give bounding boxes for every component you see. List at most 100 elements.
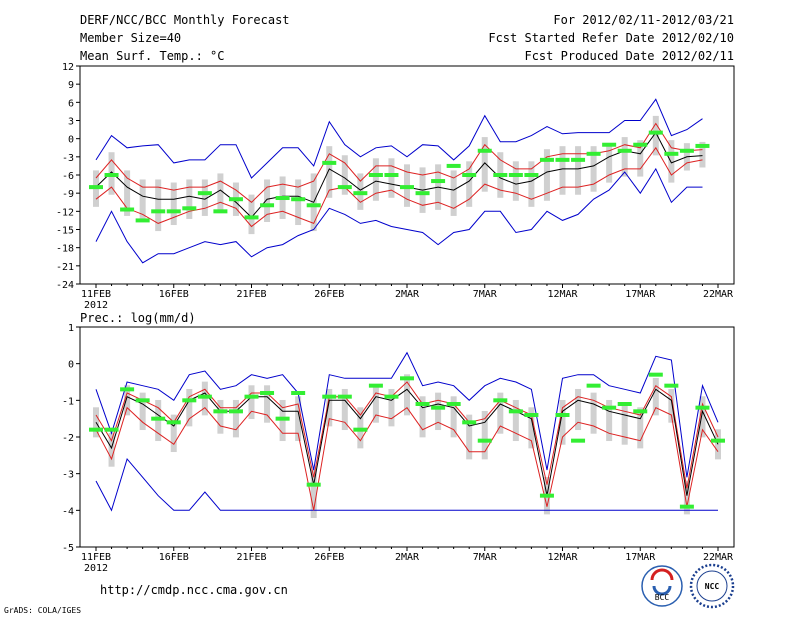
chart-title: DERF/NCC/BCC Monthly Forecast — [80, 13, 290, 27]
precip-mean-marker-2 — [120, 387, 135, 392]
temp-x-tick-label: 21FEB — [236, 289, 266, 300]
precip-panel-title: Prec.: log(mm/d) — [80, 311, 196, 325]
precip-mean-marker-17 — [353, 427, 368, 432]
precip-y-tick-label: -2 — [62, 433, 74, 444]
temp-mean-marker-8 — [213, 209, 228, 214]
temp-max-line — [95, 98, 703, 179]
precip-box-14 — [310, 469, 317, 519]
temperature-y-axis: -24 -21 -18 -15 -12 -9 -6 -3 0 3 6 9 12 — [56, 62, 80, 291]
temp-x-tick-label: 11FEB — [81, 289, 111, 300]
temp-mean-marker-24 — [462, 173, 477, 177]
temp-q-upper-line — [95, 122, 703, 203]
precip-min-line — [95, 457, 718, 512]
precip-box-15 — [326, 388, 333, 427]
produced-date: Fcst Produced Date 2012/02/11 — [524, 49, 734, 63]
temp-box-18 — [372, 158, 379, 201]
temp-mean-marker-28 — [524, 173, 539, 177]
precip-box-26 — [497, 392, 504, 434]
precip-box-32 — [590, 392, 597, 434]
member-size-label: Member Size=40 — [80, 31, 181, 45]
precip-mean-marker-23 — [446, 402, 461, 406]
temp-box-4 — [155, 179, 162, 232]
temp-box-31 — [575, 146, 582, 195]
precip-y-tick-label: -5 — [62, 543, 74, 554]
temp-x-tick-label: 17MAR — [625, 289, 656, 300]
temp-box-15 — [326, 146, 333, 198]
temp-y-tick-label: 6 — [68, 98, 74, 109]
bcc-logo: BCC — [641, 565, 683, 607]
temp-box-19 — [388, 158, 395, 198]
temp-min-line — [95, 167, 703, 264]
temp-box-8 — [217, 173, 224, 210]
precip-box-20 — [404, 374, 410, 416]
precip-box-28 — [528, 407, 535, 449]
temp-median-line — [95, 131, 703, 219]
precip-x-tick-label: 11FEB — [81, 552, 111, 563]
temp-box-27 — [512, 161, 519, 201]
precip-mean-marker-4 — [151, 416, 166, 421]
precip-mean-marker-37 — [664, 383, 679, 388]
temp-mean-marker-2 — [120, 207, 135, 212]
precip-mean-marker-5 — [166, 420, 181, 425]
temp-y-tick-label: -3 — [62, 153, 74, 164]
precip-x-tick-label: 21FEB — [236, 552, 266, 563]
precip-mean-marker-28 — [524, 413, 539, 417]
precip-x-tick-label: 2MAR — [395, 552, 420, 563]
temperature-marks — [89, 98, 710, 264]
precip-x-tick-label: 16FEB — [159, 552, 189, 563]
precip-mean-marker-22 — [431, 405, 446, 410]
precip-y-axis: -5 -4 -3 -2 -1 0 1 — [62, 323, 80, 554]
precip-box-21 — [419, 396, 426, 438]
temp-mean-marker-27 — [508, 173, 523, 177]
precip-mean-marker-19 — [384, 394, 399, 399]
temp-mean-marker-38 — [679, 148, 694, 153]
precip-box-38 — [683, 480, 690, 515]
precip-box-6 — [186, 388, 193, 427]
temp-y-tick-label: -21 — [56, 262, 74, 273]
precip-box-27 — [512, 399, 519, 442]
temp-box-28 — [528, 161, 535, 207]
precip-y-tick-label: 0 — [68, 360, 74, 371]
temp-box-23 — [450, 170, 457, 216]
temp-mean-marker-22 — [431, 179, 446, 184]
precip-box-10 — [248, 385, 255, 420]
temp-mean-marker-3 — [135, 218, 150, 223]
temp-y-tick-label: -18 — [56, 244, 74, 255]
precip-box-16 — [341, 388, 348, 431]
temp-box-25 — [481, 137, 488, 192]
temp-mean-marker-7 — [197, 191, 212, 196]
temp-mean-marker-29 — [539, 157, 554, 162]
precip-x-axis: 11FEB 16FEB 21FEB 26FEB 2MAR 7MAR 12MAR 17MAR 22… — [81, 547, 734, 574]
precip-box-23 — [450, 396, 457, 438]
precip-box-34 — [621, 403, 628, 445]
temp-y-tick-label: 9 — [68, 80, 74, 91]
temp-y-tick-label: -24 — [56, 280, 74, 291]
precip-x-tick-label: 17MAR — [625, 552, 656, 563]
precipitation-panel: -5 -4 -3 -2 -1 0 1 11FEB 16FEB 21FEB 26FEB 2MAR 7MA… — [62, 323, 735, 574]
precip-box-11 — [264, 385, 271, 423]
temp-mean-marker-9 — [228, 197, 243, 202]
temp-mean-marker-23 — [446, 163, 461, 168]
temp-y-tick-label: 3 — [68, 117, 74, 128]
precip-y-tick-label: -3 — [62, 470, 74, 481]
precip-box-25 — [481, 410, 488, 460]
precip-mean-marker-15 — [322, 394, 337, 399]
precip-x-tick-label: 22MAR — [703, 552, 734, 563]
temp-y-tick-label: -15 — [56, 226, 74, 237]
forecast-period: For 2012/02/11-2012/03/21 — [553, 13, 734, 27]
precip-box-9 — [232, 399, 239, 438]
precip-mean-marker-30 — [555, 413, 570, 417]
temp-box-24 — [466, 161, 473, 207]
temp-box-13 — [295, 179, 302, 226]
temp-mean-marker-13 — [291, 197, 306, 202]
temp-q-lower-line — [95, 146, 703, 228]
bcc-logo-text: BCC — [655, 593, 670, 602]
precip-max-line — [95, 351, 719, 478]
temp-mean-marker-32 — [586, 151, 601, 156]
grads-credit: GrADS: COLA/IGES — [4, 606, 81, 615]
temp-mean-marker-26 — [493, 173, 508, 177]
temp-y-tick-label: -9 — [62, 189, 74, 200]
precip-y-tick-label: -1 — [62, 396, 74, 407]
temp-box-37 — [668, 140, 675, 183]
temp-x-tick-label: 22MAR — [703, 289, 734, 300]
